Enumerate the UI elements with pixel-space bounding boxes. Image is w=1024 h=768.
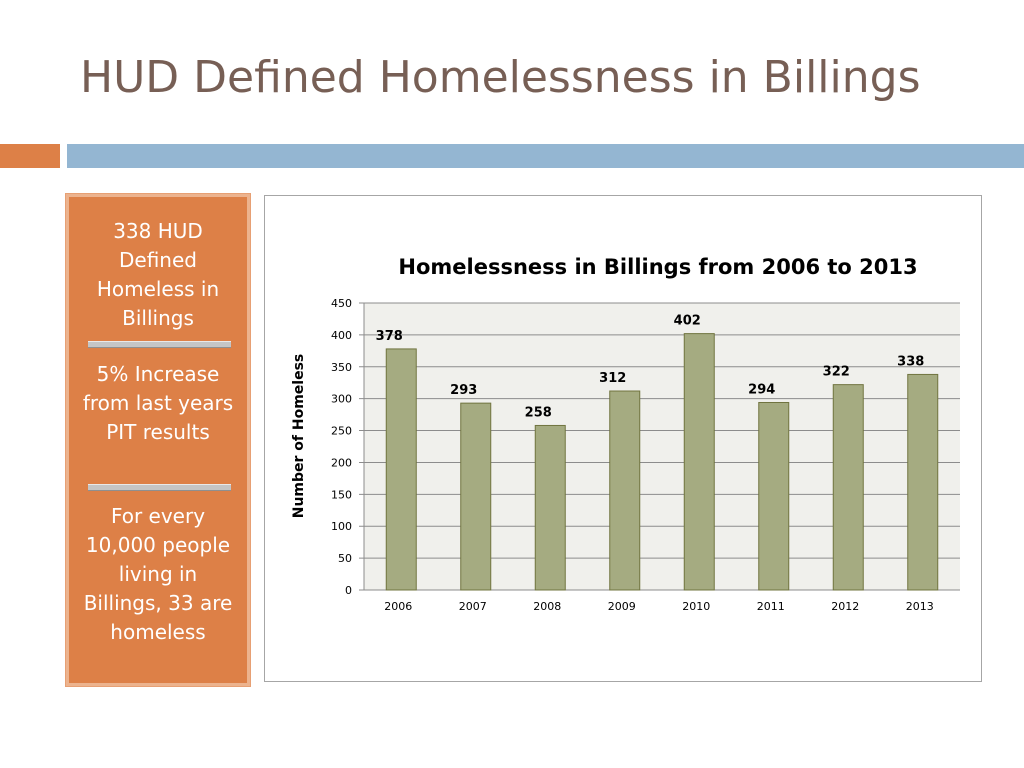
callout-item-rate: For every 10,000 people living in Billin… [83, 504, 233, 644]
y-tick-label: 450 [331, 297, 352, 310]
y-tick-label: 50 [338, 552, 352, 565]
y-tick-label: 350 [331, 361, 352, 374]
x-tick-label: 2011 [757, 600, 785, 613]
x-tick-label: 2009 [608, 600, 636, 613]
accent-bar-blue [67, 144, 1024, 168]
x-tick-label: 2010 [682, 600, 710, 613]
data-label: 378 [376, 329, 403, 344]
y-tick-label: 400 [331, 329, 352, 342]
chart-frame: 0 50 100 150 200 250 300 350 400 450 378 2006 293 200… [264, 195, 982, 682]
data-label: 402 [674, 314, 701, 329]
y-axis-title: Number of Homeless [291, 354, 307, 519]
y-tick-label: 300 [331, 393, 352, 406]
y-tick-label: 150 [331, 488, 352, 501]
bar [907, 373, 939, 591]
x-tick-label: 2012 [831, 600, 859, 613]
x-tick-label: 2006 [384, 600, 412, 613]
data-label: 322 [823, 365, 850, 380]
data-label: 258 [525, 405, 552, 420]
y-tick-label: 200 [331, 456, 352, 469]
bar [609, 390, 641, 591]
y-tick-label: 100 [331, 520, 352, 533]
callout-divider [88, 341, 231, 348]
data-label: 312 [599, 371, 626, 386]
bar [385, 348, 417, 591]
x-tick-label: 2007 [459, 600, 487, 613]
bar [683, 333, 715, 591]
data-label: 293 [450, 383, 477, 398]
callout-item-total: 338 HUD Defined Homeless in Billings [96, 219, 220, 330]
callout-divider [88, 484, 231, 491]
callout-item-increase: 5% Increase from last years PIT results [82, 362, 234, 444]
summary-callout: 338 HUD Defined Homeless in Billings 5% … [66, 194, 250, 686]
slide-title: HUD Defined Homelessness in Billings [80, 52, 921, 103]
chart-title: Homelessness in Billings from 2006 to 20… [398, 255, 917, 279]
plot-area [364, 303, 960, 590]
bar [534, 424, 566, 591]
bar [832, 384, 864, 591]
bar-chart: 0 50 100 150 200 250 300 350 400 450 378 2006 293 200… [291, 255, 960, 613]
x-tick-label: 2008 [533, 600, 561, 613]
y-tick-label: 250 [331, 425, 352, 438]
y-tick-label: 0 [345, 584, 352, 597]
data-label: 294 [748, 382, 775, 397]
bar [460, 402, 492, 591]
accent-bar-orange [0, 144, 60, 168]
data-label: 338 [897, 354, 924, 369]
x-tick-label: 2013 [906, 600, 934, 613]
bar [758, 401, 790, 591]
